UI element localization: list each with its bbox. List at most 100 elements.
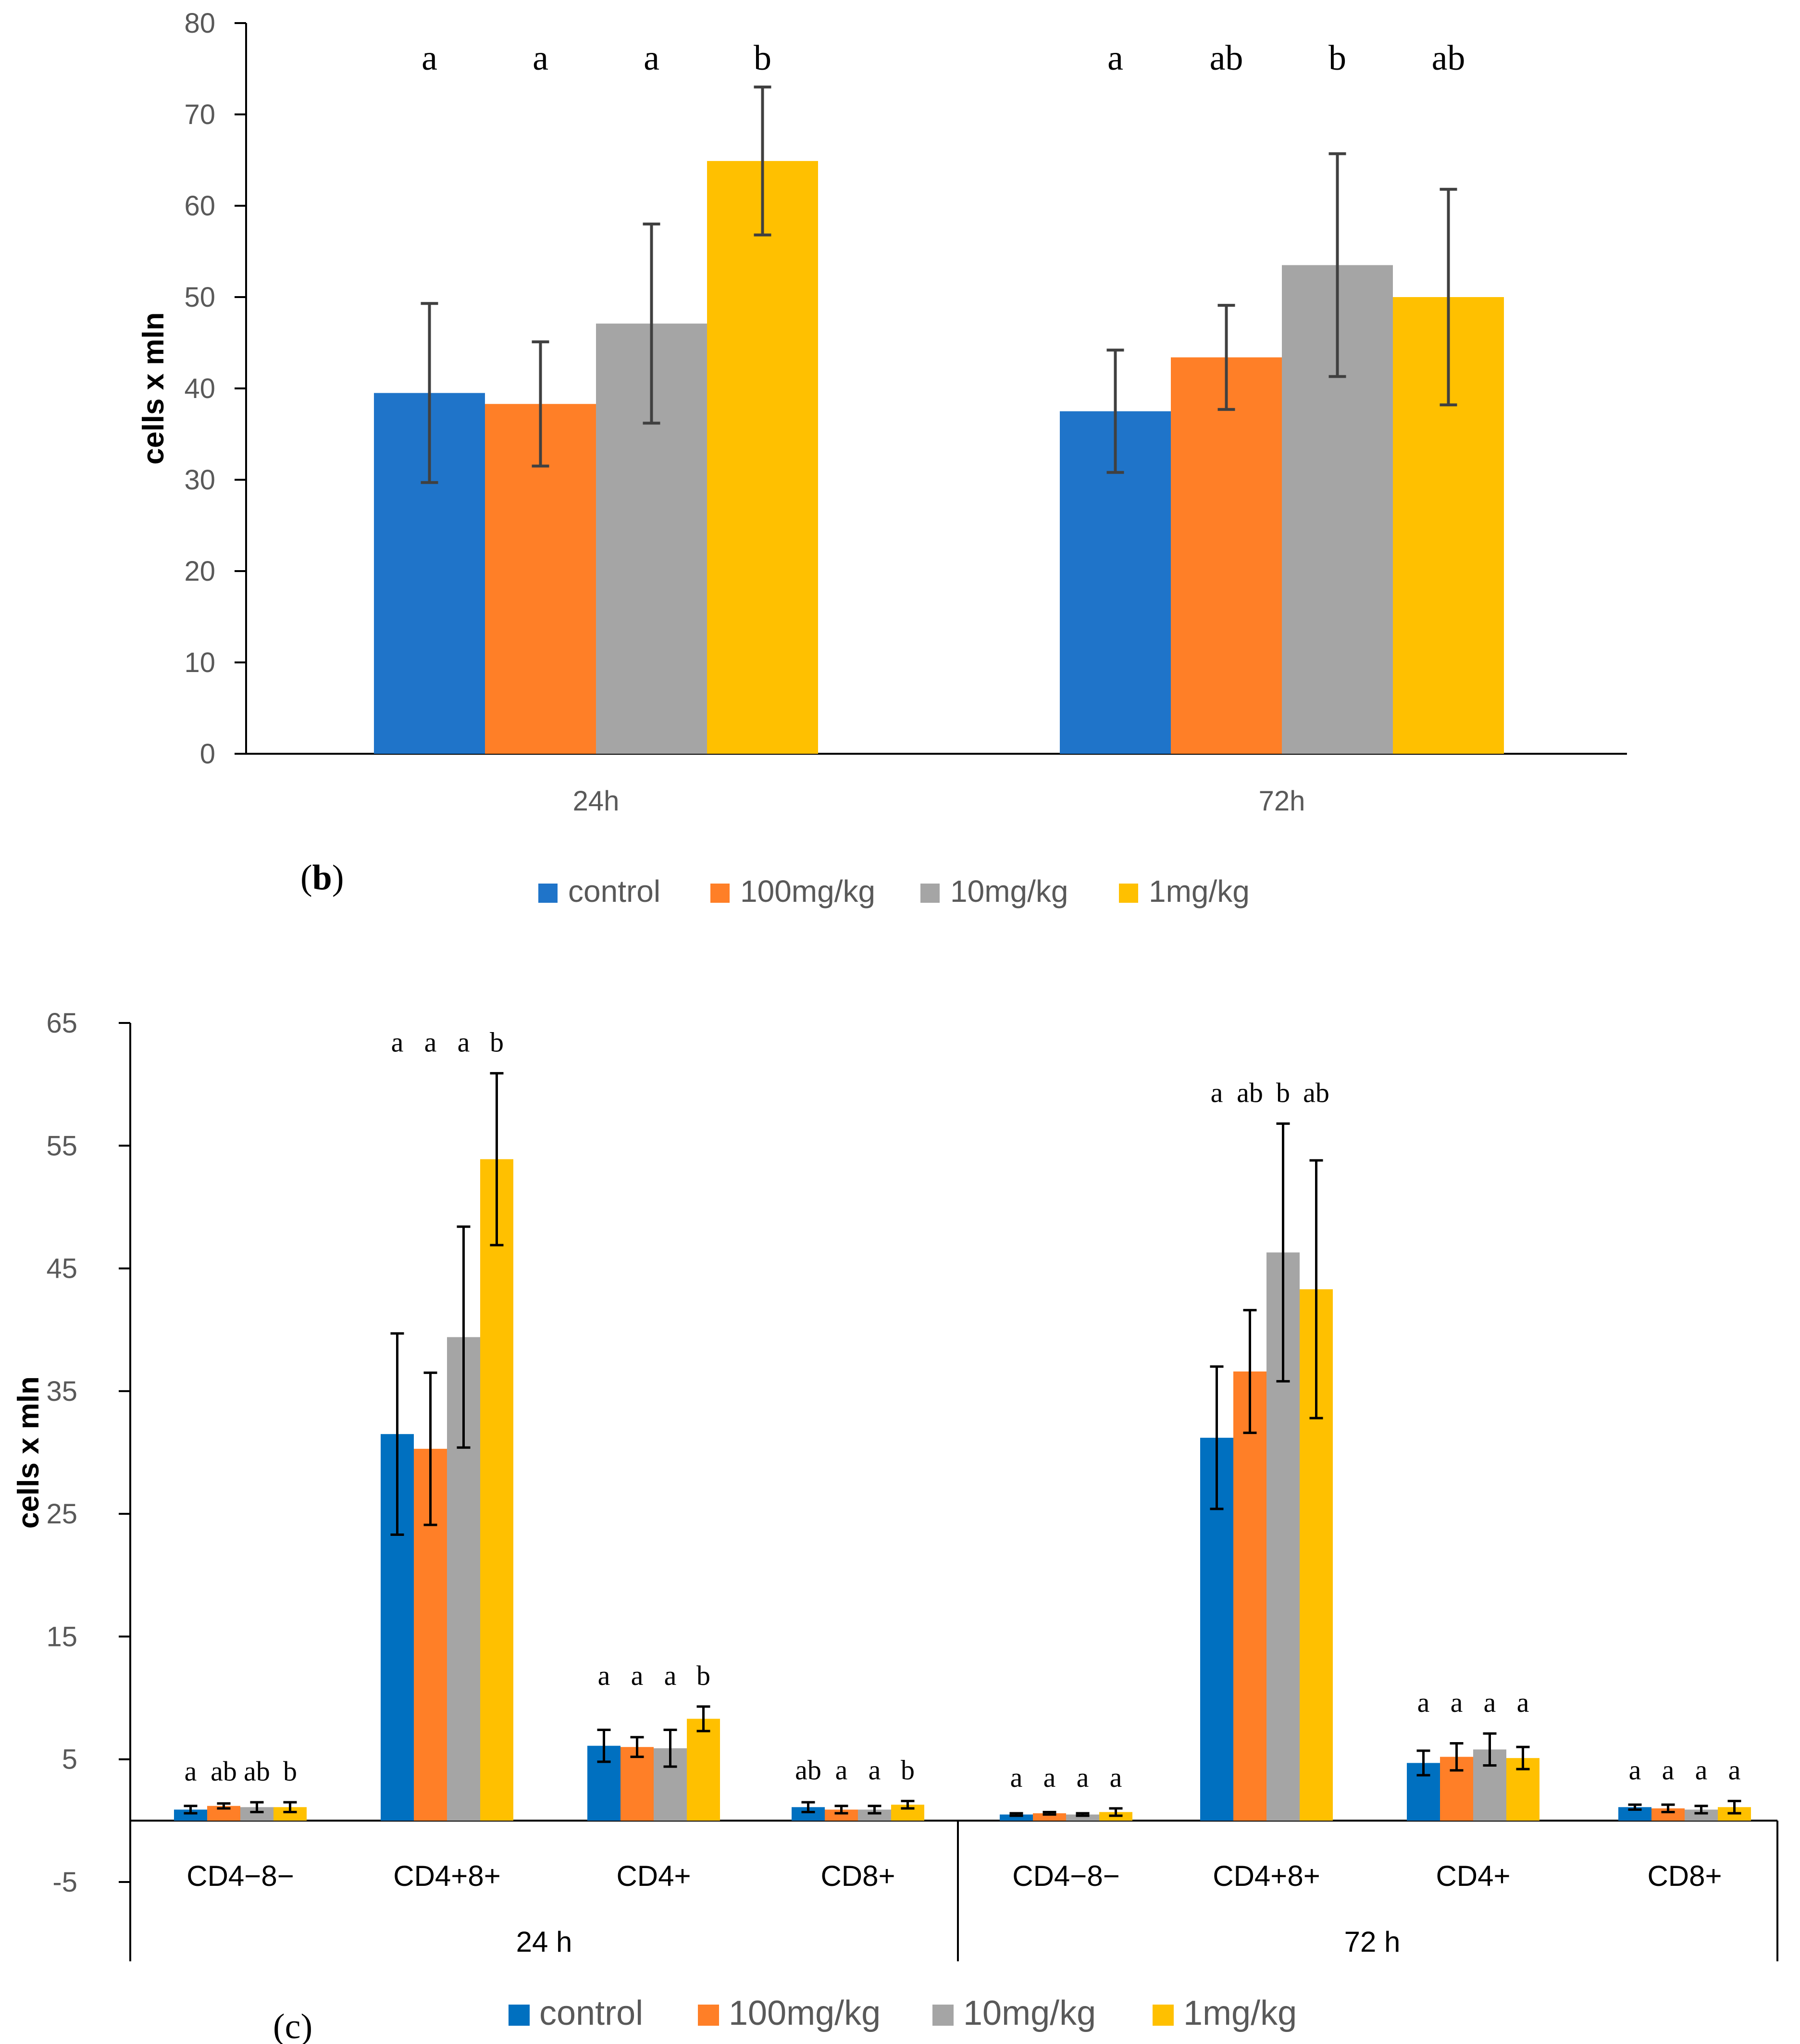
category-label-cd4-8: CD4+8+ [393, 1860, 500, 1892]
significance-letter: b [490, 1027, 504, 1058]
bar-100mg-kg-cd8 [825, 1809, 858, 1821]
category-label-cd4-8: CD4−8− [1012, 1860, 1119, 1892]
legend-label-10mg-kg: 10mg/kg [963, 1994, 1096, 2032]
significance-letter: b [696, 1660, 710, 1691]
panel-label-b: (b) [300, 858, 344, 897]
panel-b-chart: 0 10 20 30 40 50 60 70 80 cells x mln 24h a a a b 72h a a… [0, 0, 1800, 952]
legend-swatch-1mg-kg [1119, 884, 1138, 903]
y-tick-label: 25 [46, 1498, 77, 1530]
significance-letter: a [533, 38, 548, 78]
significance-letter: a [1417, 1687, 1430, 1718]
y-tick-label: 55 [46, 1130, 77, 1161]
significance-letter: a [1695, 1755, 1708, 1786]
legend-swatch-100mg-kg [710, 884, 730, 903]
bar-10mg-kg-cd8 [858, 1809, 891, 1821]
significance-letter: ab [1432, 38, 1465, 78]
significance-letter: a [458, 1027, 470, 1058]
category-label-cd4-8: CD4+8+ [1213, 1860, 1320, 1892]
bar-100mg-kg-cd4-8 [1233, 1371, 1266, 1821]
legend-label-100mg-kg: 100mg/kg [740, 874, 875, 909]
significance-letter: a [185, 1756, 197, 1787]
category-label-cd8: CD8+ [820, 1860, 895, 1892]
y-tick-label: 5 [62, 1744, 77, 1775]
significance-letter: b [754, 38, 771, 78]
bar-10mg-kg-cd8 [1685, 1809, 1718, 1821]
significance-letter: a [644, 38, 659, 78]
significance-letter: a [1517, 1687, 1529, 1718]
significance-letter: a [1662, 1755, 1675, 1786]
significance-letter: a [1110, 1762, 1122, 1793]
significance-letter: a [1484, 1687, 1496, 1718]
y-tick-label: 65 [46, 1008, 77, 1039]
y-tick-label: 15 [46, 1621, 77, 1652]
significance-letter: a [1010, 1762, 1023, 1793]
y-tick-label: 50 [184, 282, 215, 313]
bar-1mg-kg-cd4 [687, 1719, 720, 1821]
panel-label-c: (c) [273, 2007, 312, 2044]
significance-letter: ab [1237, 1077, 1263, 1108]
legend-label-10mg-kg: 10mg/kg [950, 874, 1068, 909]
bar-control-cd4-8 [174, 1809, 207, 1821]
category-label-cd4: CD4+ [616, 1860, 691, 1892]
y-axis-label: cells x mln [137, 312, 170, 464]
bar-10mg-kg-cd4-8 [1066, 1814, 1099, 1821]
significance-letter: ab [795, 1755, 821, 1786]
y-tick-label: 60 [184, 190, 215, 222]
legend-label-100mg-kg: 100mg/kg [729, 1994, 881, 2032]
significance-letter: b [1328, 38, 1346, 78]
significance-letter: ab [244, 1756, 270, 1787]
y-tick-label: 30 [184, 464, 215, 496]
legend-swatch-1mg-kg [1153, 2005, 1174, 2026]
bar-control-cd4-8 [1000, 1814, 1033, 1821]
category-label-cd4: CD4+ [1436, 1860, 1510, 1892]
significance-letter: ab [211, 1756, 237, 1787]
legend-label-1mg-kg: 1mg/kg [1183, 1994, 1297, 2032]
significance-letter: a [664, 1660, 677, 1691]
y-tick-label: 70 [184, 99, 215, 130]
y-axis-label: cells x mln [12, 1376, 45, 1529]
significance-letter: ab [1210, 38, 1243, 78]
y-tick-label: -5 [52, 1867, 77, 1898]
panel-c-chart: -5 5 15 25 35 45 55 65 cells x mln CD4−8− a ab ab b CD… [0, 952, 1800, 2044]
group-label-24-h: 24 h [516, 1926, 572, 1958]
significance-letter: a [598, 1660, 610, 1691]
legend-swatch-control [538, 884, 558, 903]
y-tick-label: 45 [46, 1253, 77, 1284]
bar-100mg-kg-72h [1171, 357, 1282, 754]
legend-swatch-control [509, 2005, 530, 2026]
legend-swatch-100mg-kg [698, 2005, 719, 2026]
y-tick-label: 0 [200, 738, 215, 770]
bar-1mg-kg-cd4-8 [480, 1159, 513, 1821]
significance-letter: a [1629, 1755, 1641, 1786]
legend-label-1mg-kg: 1mg/kg [1149, 874, 1250, 909]
significance-letter: a [422, 38, 437, 78]
significance-letter: ab [1303, 1077, 1329, 1108]
y-tick-label: 20 [184, 556, 215, 587]
legend-swatch-10mg-kg [920, 884, 940, 903]
significance-letter: a [1211, 1077, 1223, 1108]
significance-letter: b [1276, 1077, 1290, 1108]
y-tick-label: 10 [184, 647, 215, 678]
y-tick-label: 40 [184, 373, 215, 404]
legend-label-control: control [568, 874, 660, 909]
category-label-cd8: CD8+ [1647, 1860, 1722, 1892]
y-tick-label: 80 [184, 8, 215, 39]
significance-letter: a [869, 1755, 881, 1786]
significance-letter: a [835, 1755, 848, 1786]
significance-letter: b [283, 1756, 297, 1787]
bar-100mg-kg-cd4 [621, 1747, 654, 1821]
y-tick-label: 35 [46, 1376, 77, 1407]
significance-letter: a [391, 1027, 404, 1058]
legend-label-control: control [539, 1994, 643, 2032]
legend-swatch-10mg-kg [932, 2005, 954, 2026]
category-label-cd4-8: CD4−8− [186, 1860, 294, 1892]
significance-letter: a [631, 1660, 644, 1691]
bar-1mg-kg-24h [707, 161, 818, 754]
significance-letter: a [1728, 1755, 1741, 1786]
category-label-72h: 72h [1259, 785, 1305, 817]
significance-letter: a [1451, 1687, 1463, 1718]
bar-100mg-kg-cd4-8 [1033, 1813, 1066, 1821]
significance-letter: b [901, 1755, 915, 1786]
group-label-72-h: 72 h [1344, 1926, 1401, 1958]
